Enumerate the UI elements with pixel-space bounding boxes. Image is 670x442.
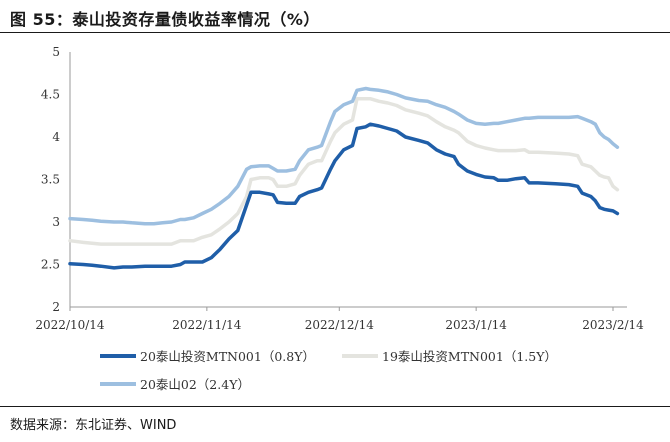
series-layer: [68, 86, 620, 270]
y-tick-label: 2: [52, 300, 60, 314]
yield-line-chart: 22.533.544.55 2022/10/14 2022/11/14 2022/1…: [35, 45, 644, 392]
data-source-note: 数据来源：东北证券、WIND: [10, 418, 177, 433]
series-line-0: [68, 122, 620, 270]
x-tick-label: 2022/12/14: [305, 318, 375, 332]
footer-divider: [0, 406, 670, 407]
y-tick-label: 4.5: [41, 88, 60, 102]
x-tick-label: 2022/11/14: [172, 318, 242, 332]
y-axis: 2 2.5 3 3.5 4 4.5 5: [41, 45, 71, 314]
y-tick-label: 3.5: [41, 173, 60, 187]
y-tick-label: 5: [52, 45, 60, 59]
chart-title: 图 55：泰山投资存量债收益率情况（%）: [10, 10, 320, 29]
title-divider: [0, 32, 670, 33]
series-line-1: [68, 96, 620, 246]
y-tick-label: 3: [52, 215, 60, 229]
y-tick-label: 2.5: [41, 258, 60, 272]
series-line-2: [68, 86, 620, 226]
legend: 20泰山投资MTN001（0.8Y） 19泰山投资MTN001（1.5Y） 20泰山…: [100, 349, 557, 392]
x-axis: 2022/10/14 2022/11/14 2022/12/14 2023/1/14 2…: [35, 306, 644, 332]
legend-label-1: 19泰山投资MTN001（1.5Y）: [382, 349, 557, 364]
y-tick-label: 4: [52, 130, 60, 144]
x-tick-label: 2022/10/14: [35, 318, 105, 332]
x-tick-label: 2023/2/14: [582, 318, 644, 332]
legend-label-2: 20泰山02（2.4Y）: [140, 377, 250, 392]
legend-label-0: 20泰山投资MTN001（0.8Y）: [140, 349, 315, 364]
x-tick-label: 2023/1/14: [445, 318, 507, 332]
